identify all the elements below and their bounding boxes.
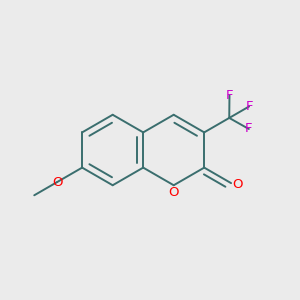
Text: F: F [245, 100, 253, 113]
Text: F: F [245, 122, 253, 136]
Text: O: O [52, 176, 62, 189]
Text: F: F [226, 89, 233, 102]
Text: O: O [169, 186, 179, 199]
Text: O: O [232, 178, 243, 191]
